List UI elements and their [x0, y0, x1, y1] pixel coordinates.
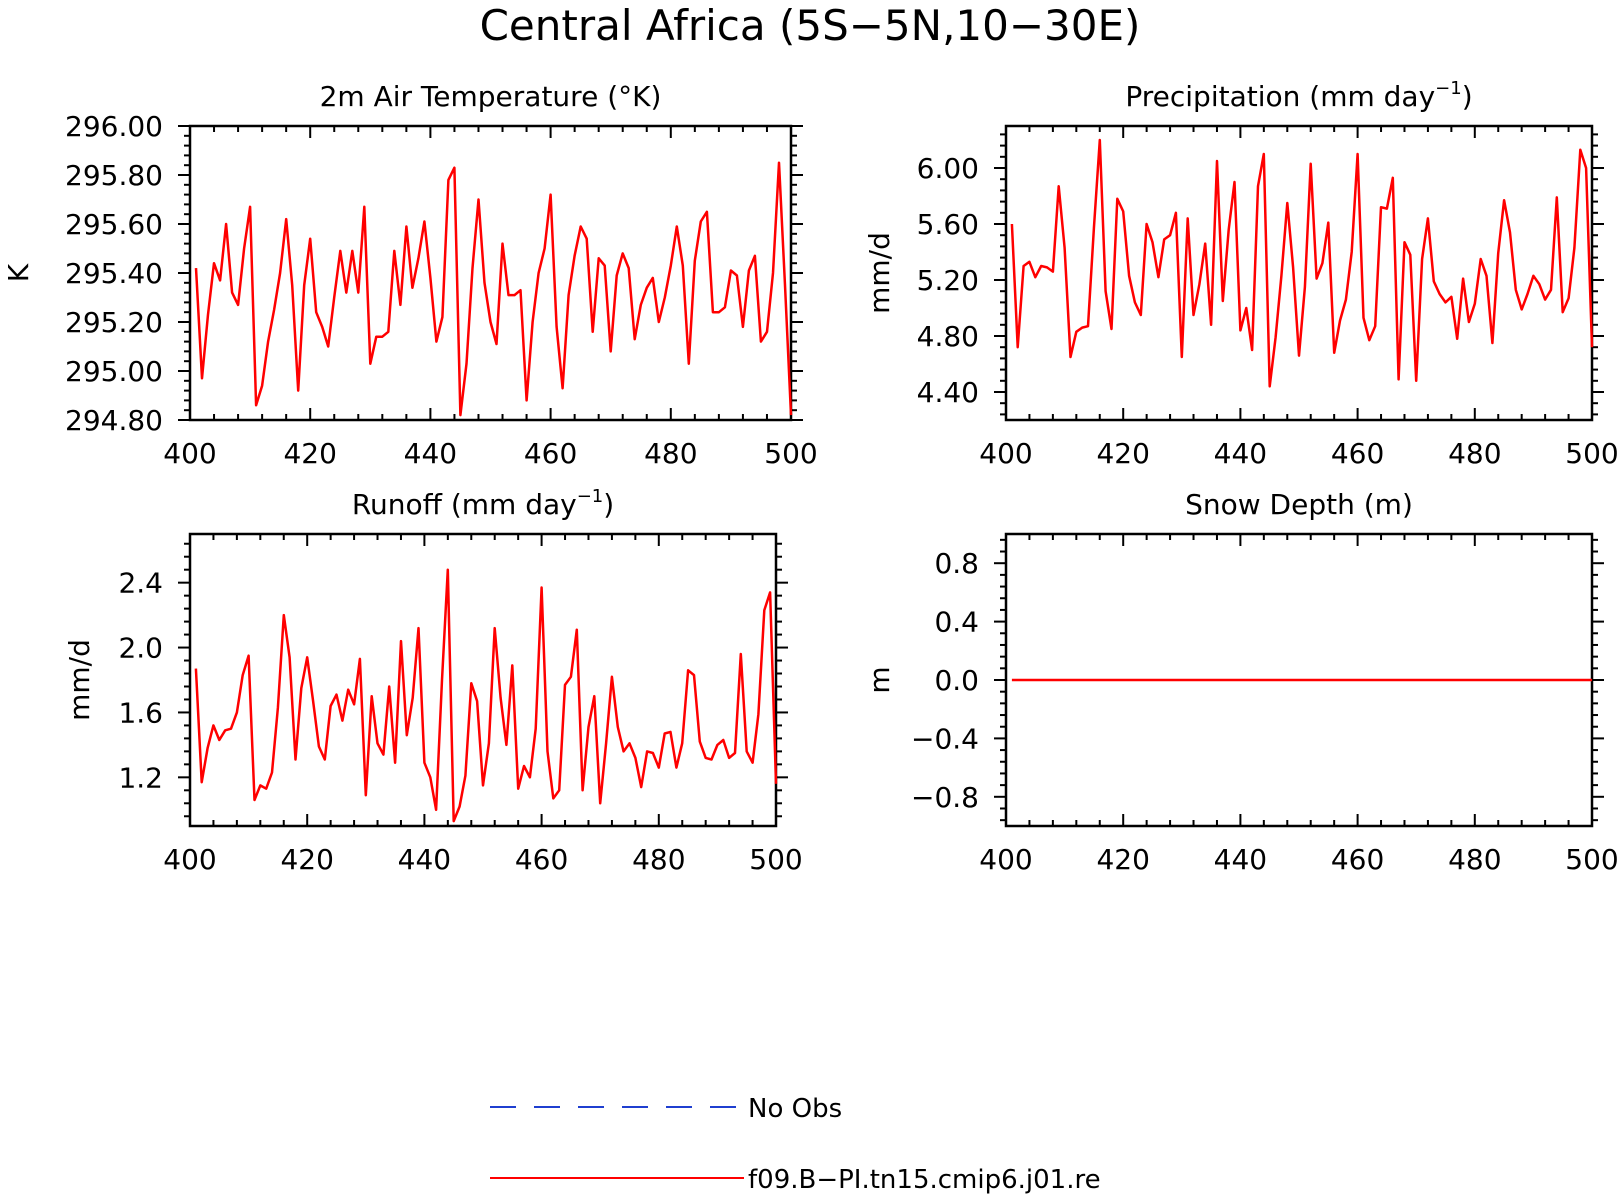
x-tick-label: 460	[1331, 437, 1384, 470]
panel-title: Precipitation (mm day−1)	[1125, 78, 1472, 113]
y-tick-label: 295.20	[65, 306, 163, 339]
y-tick-label: 1.6	[118, 696, 163, 729]
figure-title: Central Africa (5S−5N,10−30E)	[480, 1, 1141, 50]
x-tick-label: 500	[764, 437, 817, 470]
y-tick-label: 5.20	[917, 264, 979, 297]
x-tick-label: 500	[1565, 437, 1618, 470]
y-tick-label: −0.4	[911, 722, 979, 755]
x-tick-label: 500	[1565, 843, 1618, 876]
y-tick-label: 295.80	[65, 159, 163, 192]
y-tick-label: 5.60	[917, 208, 979, 241]
y-tick-label: 0.8	[934, 547, 979, 580]
x-tick-label: 460	[1331, 843, 1384, 876]
series-line-runoff	[194, 568, 778, 823]
panel-precipitation: Precipitation (mm day−1) mm/d 400 420 440 460…	[863, 78, 1619, 470]
x-tick-label: 440	[398, 843, 451, 876]
x-tick-label: 460	[515, 843, 568, 876]
x-tick-label: 420	[1096, 843, 1149, 876]
y-tick-label: 294.80	[65, 404, 163, 437]
legend-label-model: f09.B−PI.tn15.cmip6.j01.re	[748, 1165, 1101, 1194]
y-tick-label: 2.4	[118, 567, 163, 600]
y-tick-label: 295.00	[65, 355, 163, 388]
x-tick-label: 400	[979, 437, 1032, 470]
series-line-precipitation	[1010, 138, 1594, 388]
panel-title: Snow Depth (m)	[1185, 488, 1413, 521]
plot-frame	[188, 532, 778, 828]
panel-temperature: 2m Air Temperature (°K) K 400 420 440 460 480 5…	[2, 80, 818, 470]
y-axis-label: mm/d	[63, 639, 96, 721]
x-tick-label: 420	[283, 437, 336, 470]
series-line-temperature	[194, 161, 793, 417]
x-tick-label: 400	[163, 843, 216, 876]
y-tick-label: 1.2	[118, 761, 163, 794]
y-tick-label: 4.40	[917, 376, 979, 409]
x-tick-label: 400	[163, 437, 216, 470]
panel-title: 2m Air Temperature (°K)	[320, 80, 662, 113]
y-tick-label: 6.00	[917, 152, 979, 185]
x-tick-label: 420	[1096, 437, 1149, 470]
chart-panels: 2m Air Temperature (°K) K 400 420 440 460 480 5…	[2, 78, 1619, 876]
y-tick-label: 4.80	[917, 320, 979, 353]
y-tick-label: 2.0	[118, 632, 163, 665]
y-tick-label: 0.4	[934, 606, 979, 639]
y-tick-label: −0.8	[911, 781, 979, 814]
y-axis-label: mm/d	[863, 232, 896, 314]
x-tick-label: 460	[524, 437, 577, 470]
x-tick-label: 440	[1214, 843, 1267, 876]
x-tick-label: 480	[644, 437, 697, 470]
x-tick-label: 480	[632, 843, 685, 876]
x-tick-label: 500	[749, 843, 802, 876]
y-tick-label: 295.60	[65, 208, 163, 241]
panel-runoff: Runoff (mm day−1) mm/d 400 420 440 460 480 500 1…	[63, 486, 803, 876]
legend-label-no-obs: No Obs	[748, 1094, 842, 1124]
y-tick-label: 296.00	[65, 110, 163, 143]
y-tick-label: 295.40	[65, 257, 163, 290]
x-tick-label: 420	[280, 843, 333, 876]
x-tick-label: 440	[404, 437, 457, 470]
y-axis-label: m	[863, 666, 896, 693]
x-tick-label: 440	[1214, 437, 1267, 470]
x-tick-label: 480	[1448, 843, 1501, 876]
y-axis-label: K	[2, 263, 35, 282]
x-tick-label: 480	[1448, 437, 1501, 470]
x-tick-label: 400	[979, 843, 1032, 876]
legend: No Obs f09.B−PI.tn15.cmip6.j01.re	[490, 1094, 1101, 1194]
y-tick-label: 0.0	[934, 664, 979, 697]
panel-snow-depth: Snow Depth (m) m 400 420 440 460 480 500 −0.8 −0.…	[863, 488, 1619, 876]
panel-title: Runoff (mm day−1)	[352, 486, 614, 521]
plot-frame	[1004, 124, 1594, 422]
